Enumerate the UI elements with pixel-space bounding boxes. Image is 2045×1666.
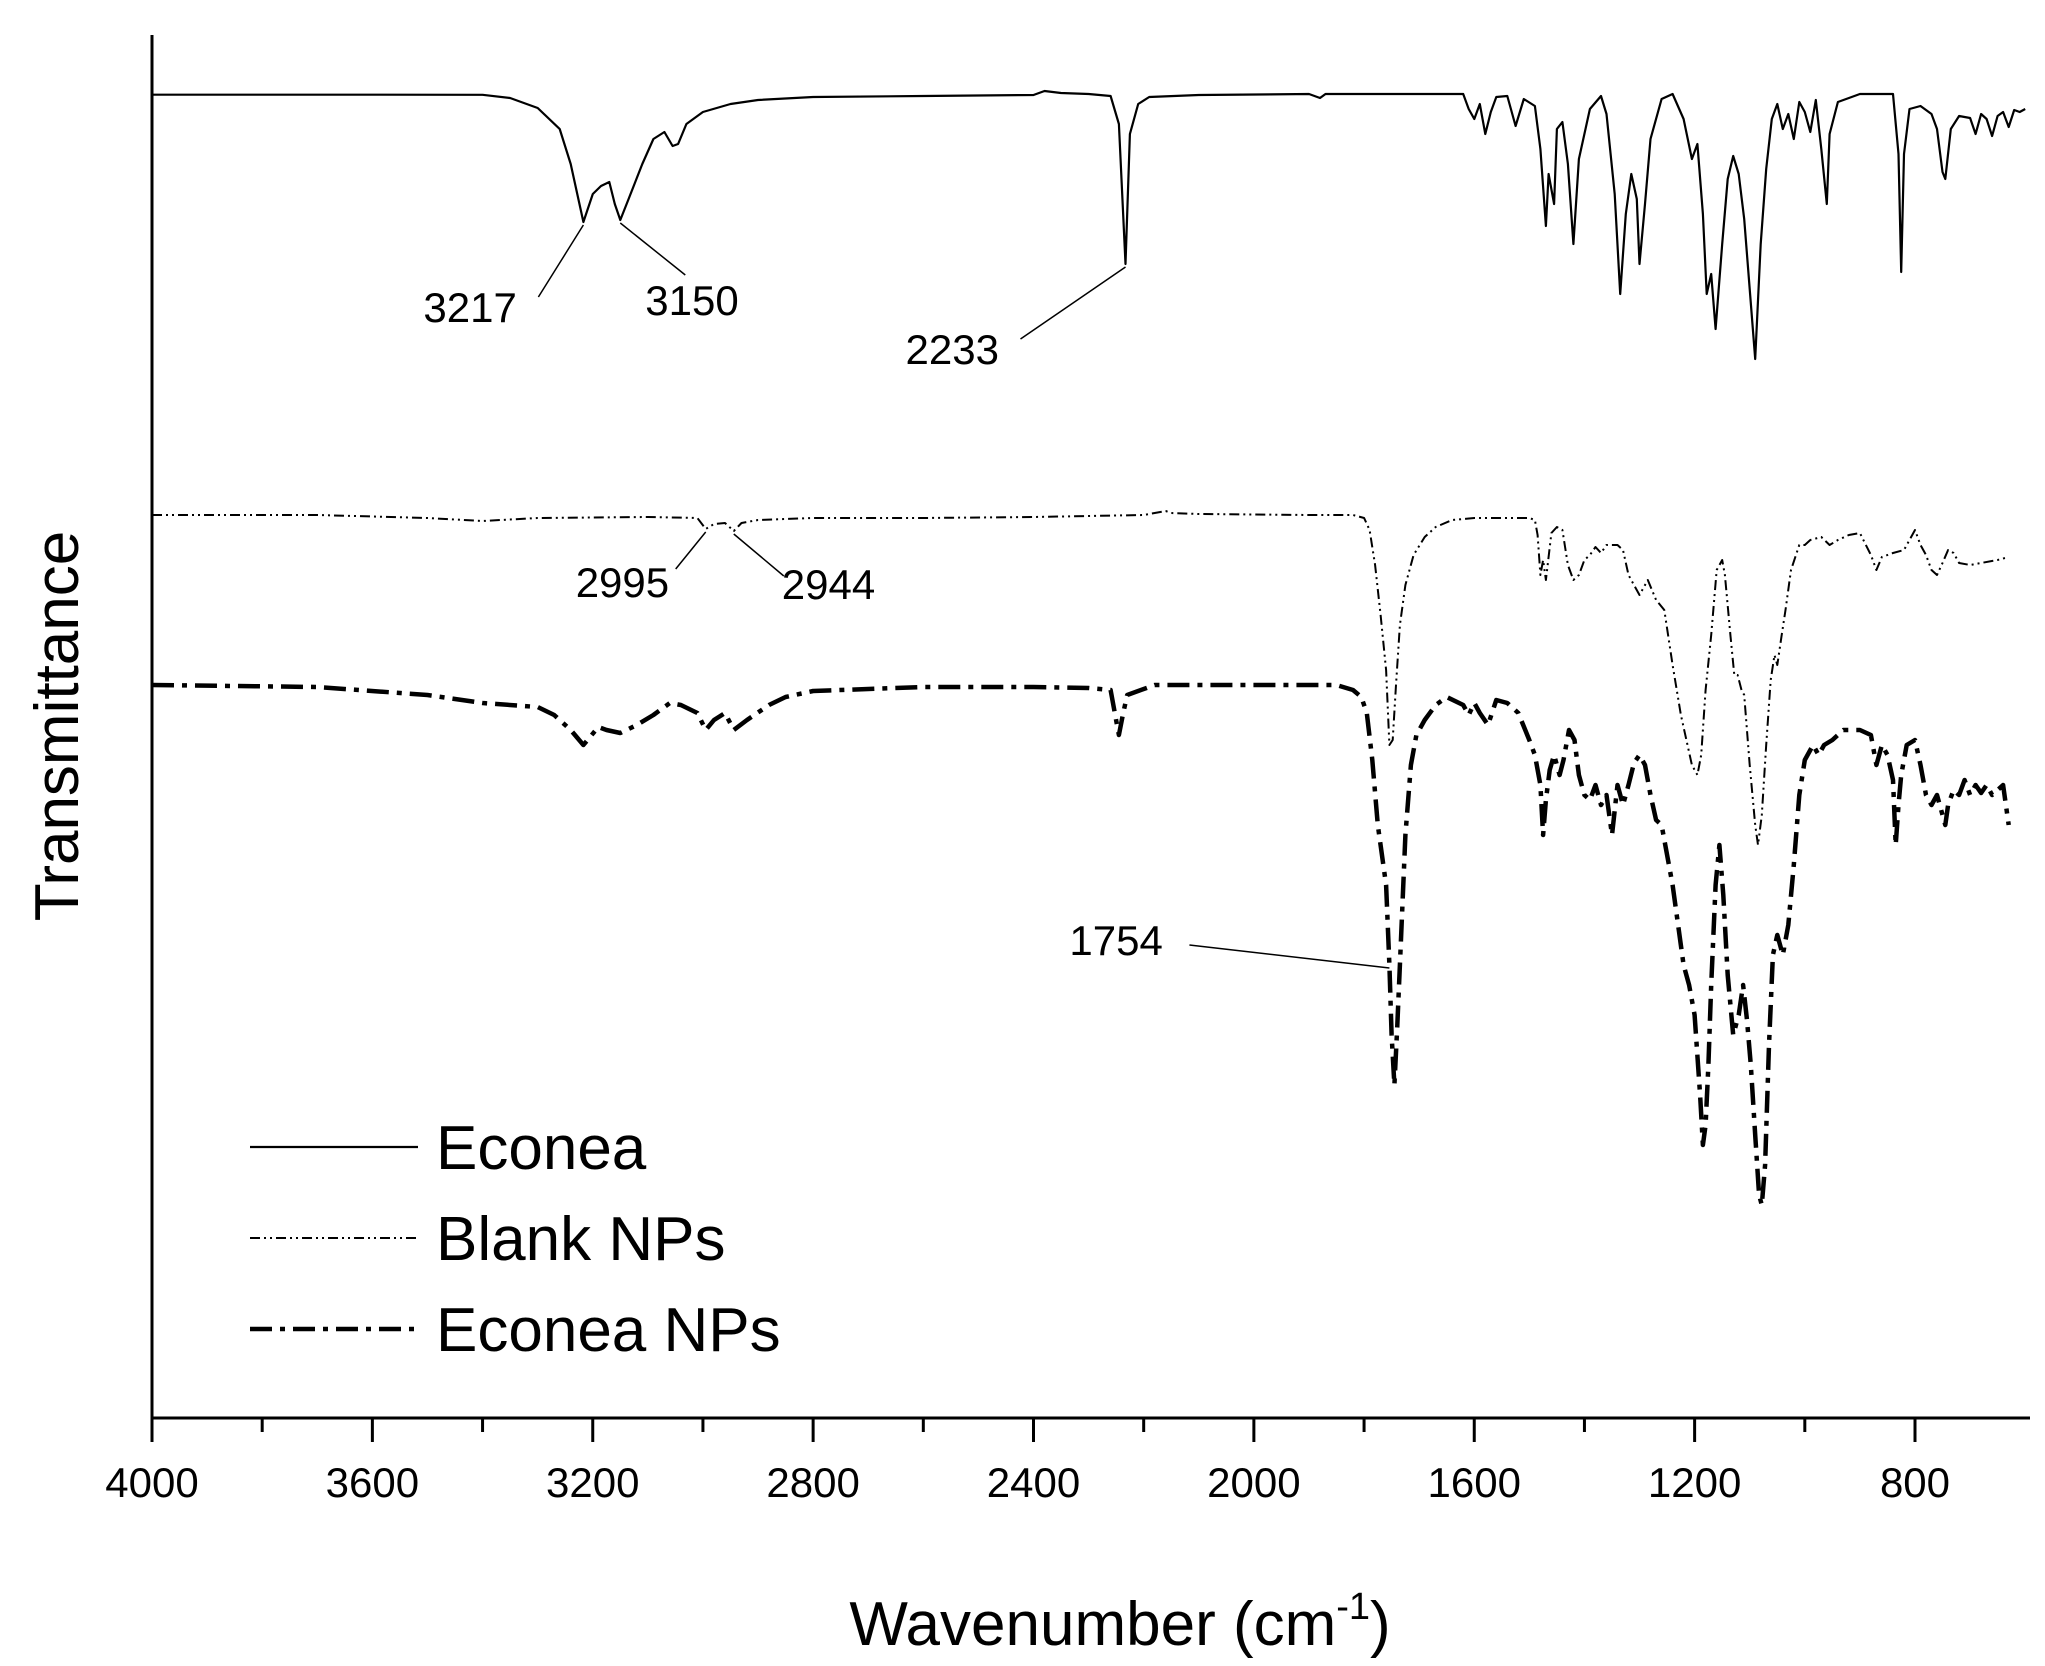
x-tick-label: 1600 bbox=[1428, 1459, 1521, 1506]
x-tick-label: 2400 bbox=[987, 1459, 1080, 1506]
annotation-leader bbox=[675, 531, 707, 570]
legend: Econea Blank NPs Econea NPs bbox=[250, 1114, 781, 1365]
annotation-leader bbox=[537, 224, 585, 298]
x-tick-label: 800 bbox=[1880, 1459, 1950, 1506]
legend-label: Blank NPs bbox=[436, 1205, 725, 1274]
annotation-label: 1754 bbox=[1069, 917, 1162, 964]
x-tick-label: 2000 bbox=[1207, 1459, 1300, 1506]
legend-label: Econea NPs bbox=[436, 1296, 781, 1365]
x-axis-tick-labels: 4000 3600 3200 2800 2400 2000 1600 1200 800 bbox=[105, 1459, 1950, 1506]
x-tick-label: 2800 bbox=[766, 1459, 859, 1506]
x-axis-ticks bbox=[150, 1418, 1917, 1442]
annotation-label: 3150 bbox=[645, 277, 738, 324]
x-tick-label: 4000 bbox=[105, 1459, 198, 1506]
series-line-blank-nps bbox=[152, 510, 2009, 846]
series-line-econea-nps bbox=[151, 682, 2011, 1208]
annotation-label: 2995 bbox=[576, 559, 669, 606]
x-axis-title-main: Wavenumber (cm bbox=[849, 1590, 1336, 1659]
annotation-leader bbox=[1189, 944, 1390, 969]
legend-label: Econea bbox=[436, 1114, 647, 1183]
x-axis-title-superscript: -1 bbox=[1336, 1586, 1370, 1628]
annotation-leader bbox=[619, 222, 686, 276]
x-tick-label: 3600 bbox=[326, 1459, 419, 1506]
annotation-label: 2233 bbox=[906, 326, 999, 373]
y-axis-title: Transmittance bbox=[23, 531, 92, 922]
annotation-layer: 3217 3150 2233 2995 2944 1754 bbox=[423, 222, 1390, 969]
series-layer bbox=[151, 89, 2026, 1208]
x-axis-title: Wavenumber (cm-1) bbox=[849, 1586, 1390, 1659]
x-tick-label: 1200 bbox=[1648, 1459, 1741, 1506]
plot-frame bbox=[150, 35, 2030, 1420]
annotation-label: 3217 bbox=[423, 284, 516, 331]
annotation-leader bbox=[733, 533, 785, 577]
x-tick-label: 3200 bbox=[546, 1459, 639, 1506]
annotation-label: 2944 bbox=[782, 561, 875, 608]
series-line-econea bbox=[152, 89, 2026, 361]
annotation-leader bbox=[1020, 266, 1126, 340]
x-axis-title-close: ) bbox=[1370, 1590, 1391, 1659]
